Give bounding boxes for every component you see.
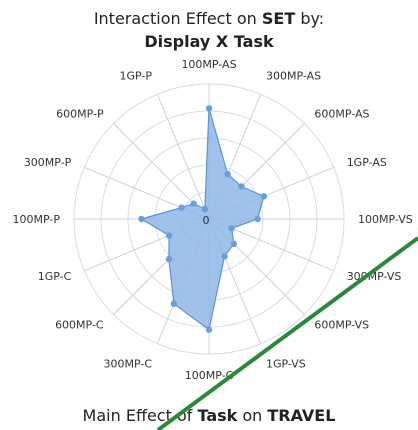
data-point-1gp-p xyxy=(201,205,209,213)
data-point-600mp-p xyxy=(190,200,197,207)
data-point-600mp-c xyxy=(165,255,173,263)
data-point-600mp-as xyxy=(238,183,245,190)
category-label-1gp-as: 1GP-AS xyxy=(347,156,387,169)
category-label-100mp-vs: 100MP-VS xyxy=(358,213,413,226)
data-point-100mp-c xyxy=(205,326,213,333)
category-label-1gp-p: 1GP-P xyxy=(119,69,152,82)
category-label-600mp-p: 600MP-P xyxy=(56,108,104,121)
category-label-600mp-vs: 600MP-VS xyxy=(314,318,369,331)
chart-title-line2: Display X Task xyxy=(144,32,274,51)
data-point-300mp-vs xyxy=(228,225,235,232)
data-point-1gp-c xyxy=(165,232,173,239)
category-label-600mp-c: 600MP-C xyxy=(55,318,104,331)
data-point-300mp-p xyxy=(178,204,185,211)
data-point-1gp-as xyxy=(260,193,268,200)
radar-series xyxy=(138,105,268,333)
category-label-100mp-as: 100MP-AS xyxy=(181,58,236,71)
radar-category-labels: 100MP-AS 300MP-AS 600MP-AS 1GP-AS 100MP-VS 30… xyxy=(13,58,413,382)
category-label-300mp-as: 300MP-AS xyxy=(266,69,321,82)
data-point-100mp-vs xyxy=(254,215,261,223)
category-label-300mp-c: 300MP-C xyxy=(103,358,152,371)
footer-title: Main Effect of Task on TRAVEL xyxy=(83,406,336,425)
center-value-label: 0 xyxy=(203,214,210,227)
data-point-100mp-p xyxy=(138,215,145,223)
category-label-300mp-p: 300MP-P xyxy=(24,156,72,169)
data-point-600mp-vs xyxy=(230,240,237,247)
category-label-100mp-p: 100MP-P xyxy=(13,213,61,226)
category-label-600mp-as: 600MP-AS xyxy=(314,108,369,121)
data-point-1gp-vs xyxy=(221,253,228,260)
category-label-1gp-c: 1GP-C xyxy=(38,270,72,283)
data-point-100mp-as xyxy=(205,105,213,112)
data-point-300mp-c xyxy=(170,300,178,307)
data-point-300mp-as xyxy=(224,170,231,178)
axis-spoke xyxy=(156,94,210,220)
green-overlay-line xyxy=(156,236,418,430)
category-label-1gp-vs: 1GP-VS xyxy=(266,358,306,371)
category-label-100mp-c: 100MP-C xyxy=(185,369,234,382)
chart-title-line1: Interaction Effect on SET by: xyxy=(94,9,324,28)
